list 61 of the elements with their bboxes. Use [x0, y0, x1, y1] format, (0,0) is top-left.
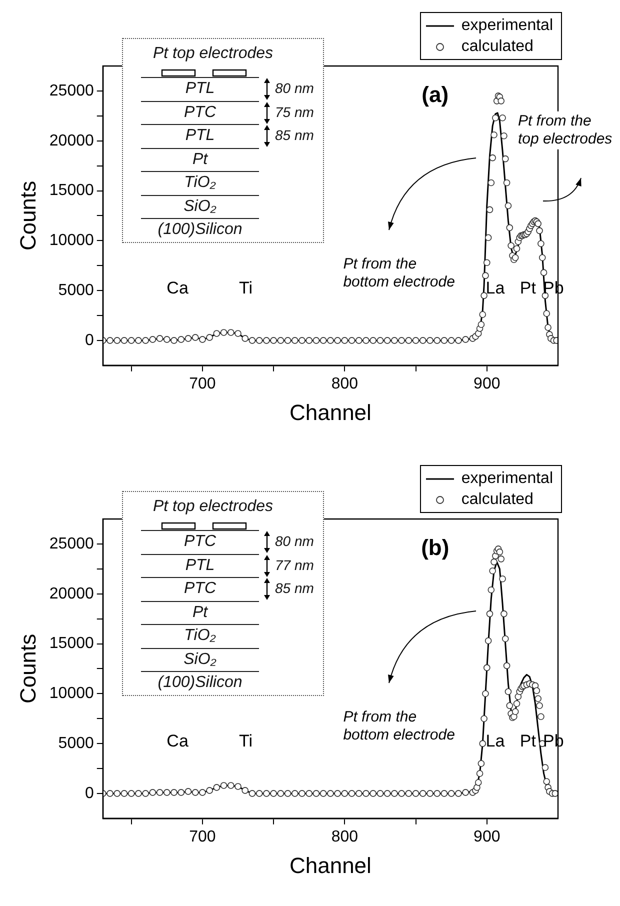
annotation: Ti	[239, 731, 253, 750]
x-axis-title: Channel	[289, 400, 372, 425]
annotation: Pt from the top electrodes	[518, 112, 613, 148]
annotation: 80 nm	[275, 79, 314, 98]
legend-label: experimental	[461, 16, 553, 34]
text: Pt top electrodes	[152, 45, 274, 63]
annotation: Pt from the bottom electrode	[343, 256, 455, 291]
annotation: La	[486, 731, 506, 750]
y-tick-label: 0	[84, 332, 94, 349]
annotation: Pt	[520, 731, 536, 750]
annotation: 77 nm	[275, 556, 314, 574]
text: (b)	[421, 535, 450, 560]
annotation: Pt from the bottom electrode	[343, 708, 455, 744]
annotation: La	[486, 278, 506, 298]
legend-label: experimental	[461, 470, 553, 488]
annotation: PTL	[141, 554, 259, 578]
annotation: PTL	[141, 124, 259, 148]
x-tick-label: 700	[189, 375, 216, 392]
annotation: Pt	[141, 600, 259, 624]
annotation: 85 nm	[275, 126, 314, 145]
text: Pt top electrodes	[152, 498, 274, 516]
annotation: (100)Silicon	[141, 671, 259, 695]
y-tick-label: 10000	[49, 685, 94, 702]
x-axis-title: Channel	[289, 852, 372, 878]
y-tick-label: 5000	[58, 282, 94, 299]
legend-label: calculated	[461, 490, 534, 508]
annotation: 80 nm	[275, 532, 314, 551]
y-tick-label: 15000	[49, 182, 94, 200]
annotation: Pt	[520, 278, 536, 298]
annotation: Ti	[239, 278, 253, 298]
annotation: (100)Silicon	[141, 218, 259, 242]
text: (a)	[422, 82, 449, 108]
x-tick-label: 700	[189, 828, 216, 846]
annotation: SiO₂	[141, 648, 259, 672]
legend-label: calculated	[461, 38, 534, 56]
y-tick-label: 0	[84, 784, 94, 802]
y-tick-label: 15000	[49, 635, 94, 652]
annotation: Ca	[166, 278, 189, 298]
annotation: Pt	[141, 148, 259, 172]
x-tick-label: 800	[331, 828, 358, 846]
annotation: TiO₂	[141, 171, 259, 195]
y-tick-label: 25000	[49, 82, 94, 100]
annotation: SiO₂	[141, 194, 259, 218]
y-axis-title: Counts	[15, 634, 40, 704]
annotation: PTC	[141, 530, 259, 554]
x-tick-label: 900	[474, 828, 500, 846]
y-axis-title: Counts	[15, 180, 40, 251]
annotation: TiO₂	[141, 624, 259, 648]
annotation: 75 nm	[275, 102, 314, 122]
y-tick-label: 20000	[49, 132, 94, 150]
y-tick-label: 25000	[49, 535, 94, 552]
annotation: Ca	[166, 731, 189, 750]
y-tick-label: 10000	[49, 232, 94, 250]
annotation: PTC	[141, 100, 259, 124]
annotation: PTC	[141, 577, 259, 601]
x-tick-label: 800	[331, 375, 358, 392]
x-tick-label: 900	[474, 375, 500, 392]
annotation: 85 nm	[275, 579, 314, 598]
annotation: PTL	[141, 77, 259, 101]
y-tick-label: 20000	[49, 585, 94, 602]
y-tick-label: 5000	[58, 734, 94, 752]
